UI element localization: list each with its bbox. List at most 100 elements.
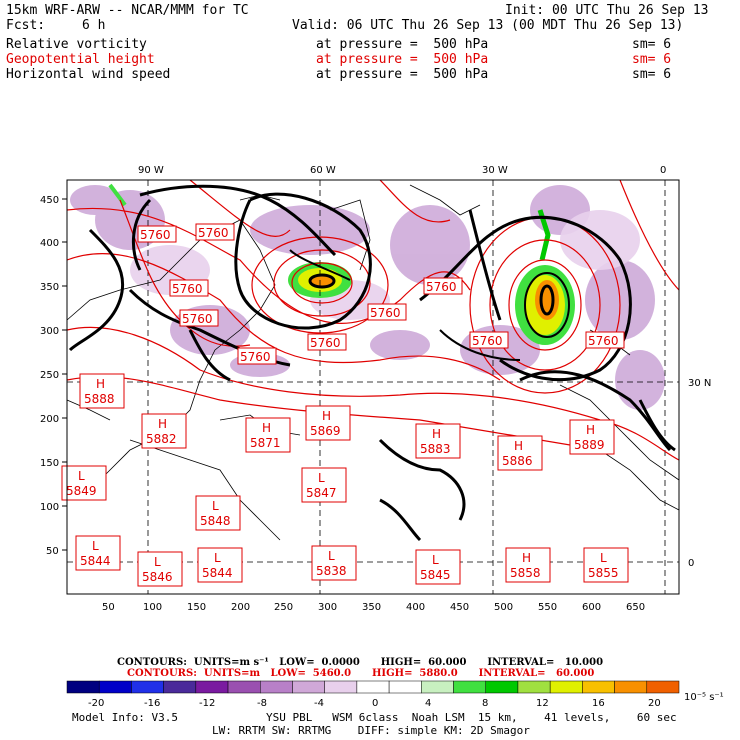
height-labels: 5760 5760 5760 5760 5760 5760 5760 5760 … <box>137 223 625 365</box>
center-value: 5883 <box>420 442 451 456</box>
center-value: 5847 <box>306 486 337 500</box>
colorbar-swatch <box>517 680 551 694</box>
center-value: 5886 <box>502 454 533 468</box>
colorbar-swatch <box>582 680 615 694</box>
model-title: 15km WRF-ARW -- NCAR/MMM for TC <box>6 3 249 18</box>
model-info: Model Info: V3.5 <box>72 711 178 724</box>
colorbar-swatch <box>292 680 325 694</box>
height-contours <box>66 179 680 461</box>
center-kind: L <box>78 469 85 483</box>
map-panel: 5760 5760 5760 5760 5760 5760 5760 5760 … <box>61 179 680 595</box>
x-tick: 150 <box>187 602 206 613</box>
lon-label-30w: 30 W <box>482 165 508 176</box>
height-label: 5760 <box>140 228 171 242</box>
lon-label-0: 0 <box>660 165 666 176</box>
center-value: 5882 <box>146 432 177 446</box>
field-name-wind: Horizontal wind speed <box>6 67 171 82</box>
colorbar-label: 0 <box>372 698 378 709</box>
colorbar-swatch <box>163 680 197 694</box>
y-tick: 250 <box>40 370 59 381</box>
init-time: Init: 00 UTC Thu 26 Sep 13 <box>505 3 709 18</box>
colorbar-swatch <box>614 680 648 694</box>
x-tick: 550 <box>538 602 557 613</box>
y-axis: 450 400 350 300 250 200 150 100 50 <box>40 195 67 557</box>
colorbar-swatch <box>131 680 164 694</box>
colorbar-swatch <box>421 680 454 694</box>
height-label: 5760 <box>370 306 401 320</box>
x-tick: 200 <box>231 602 250 613</box>
center-kind: L <box>432 553 439 567</box>
height-label: 5760 <box>182 312 213 326</box>
lat-label-30n: 30 N <box>688 378 711 389</box>
x-tick: 500 <box>494 602 513 613</box>
y-tick: 100 <box>40 502 59 513</box>
field-name-vorticity: Relative vorticity <box>6 37 147 52</box>
y-tick: 350 <box>40 282 59 293</box>
y-tick: 400 <box>40 238 59 249</box>
physics-line-1: YSU PBL WSM 6class Noah LSM 15 km, 41 le… <box>266 711 677 724</box>
colorbar-label: -16 <box>144 698 160 709</box>
height-label: 5760 <box>240 350 271 364</box>
center-value: 5844 <box>202 566 233 580</box>
colorbar-label: -12 <box>199 698 215 709</box>
wind-speed-contours <box>68 184 676 542</box>
colorbar-swatch <box>260 680 293 694</box>
x-tick: 300 <box>318 602 337 613</box>
y-tick: 50 <box>46 546 59 557</box>
coastlines <box>66 184 680 541</box>
lon-label-60w: 60 W <box>310 165 336 176</box>
x-tick: 350 <box>362 602 381 613</box>
center-value: 5889 <box>574 438 605 452</box>
colorbar-label: -8 <box>257 698 267 709</box>
center-kind: L <box>328 549 335 563</box>
colorbar-label: 8 <box>482 698 488 709</box>
center-kind: L <box>154 555 161 569</box>
field-name-height: Geopotential height <box>6 52 155 67</box>
colorbar-swatch <box>324 680 358 694</box>
physics-line-2: LW: RRTM SW: RRTMG DIFF: simple KM: 2D S… <box>212 724 530 737</box>
center-value: 5888 <box>84 392 115 406</box>
colorbar-swatch <box>388 680 422 694</box>
colorbar-swatch <box>66 680 100 694</box>
y-tick: 200 <box>40 414 59 425</box>
lon-label-90w: 90 W <box>138 165 164 176</box>
center-value: 5858 <box>510 566 541 580</box>
center-value: 5849 <box>66 484 97 498</box>
colorbar-swatch <box>453 680 486 694</box>
field-smooth-wind: sm= 6 <box>632 67 672 82</box>
colorbar <box>66 680 680 694</box>
center-kind: H <box>96 377 105 391</box>
center-value: 5844 <box>80 554 111 568</box>
center-value: 5845 <box>420 568 451 582</box>
colorbar-label: 12 <box>536 698 549 709</box>
height-label: 5760 <box>472 334 503 348</box>
field-level-wind: at pressure = 500 hPa <box>316 67 489 82</box>
colorbar-label: 20 <box>648 698 661 709</box>
colorbar-units: 10⁻⁵ s⁻¹ <box>684 692 724 703</box>
x-tick: 400 <box>406 602 425 613</box>
center-kind: H <box>522 551 531 565</box>
height-label: 5760 <box>172 282 203 296</box>
x-tick: 100 <box>143 602 162 613</box>
center-value: 5846 <box>142 570 173 584</box>
height-label: 5760 <box>310 336 341 350</box>
height-label: 5760 <box>426 280 457 294</box>
center-kind: H <box>432 427 441 441</box>
colorbar-label: 4 <box>425 698 431 709</box>
center-kind: H <box>158 417 167 431</box>
colorbar-label: -4 <box>314 698 324 709</box>
field-smooth-height: sm= 6 <box>632 52 672 67</box>
forecast-hour: 6 h <box>82 18 106 33</box>
center-value: 5848 <box>200 514 231 528</box>
x-tick: 600 <box>582 602 601 613</box>
colorbar-swatch <box>356 680 390 694</box>
x-tick: 50 <box>102 602 115 613</box>
colorbar-labels: -20 -16 -12 -8 -4 0 4 8 12 16 20 10⁻⁵ s⁻… <box>88 692 724 709</box>
lat-label-0: 0 <box>688 558 694 569</box>
x-axis: 50 100 150 200 250 300 350 400 450 500 5… <box>102 602 645 613</box>
center-kind: H <box>322 409 331 423</box>
forecast-label: Fcst: <box>6 18 46 33</box>
pressure-centers: H 5888 H 5882 H 5871 H 5869 H 5883 H 588… <box>61 373 629 587</box>
colorbar-swatch <box>485 680 519 694</box>
